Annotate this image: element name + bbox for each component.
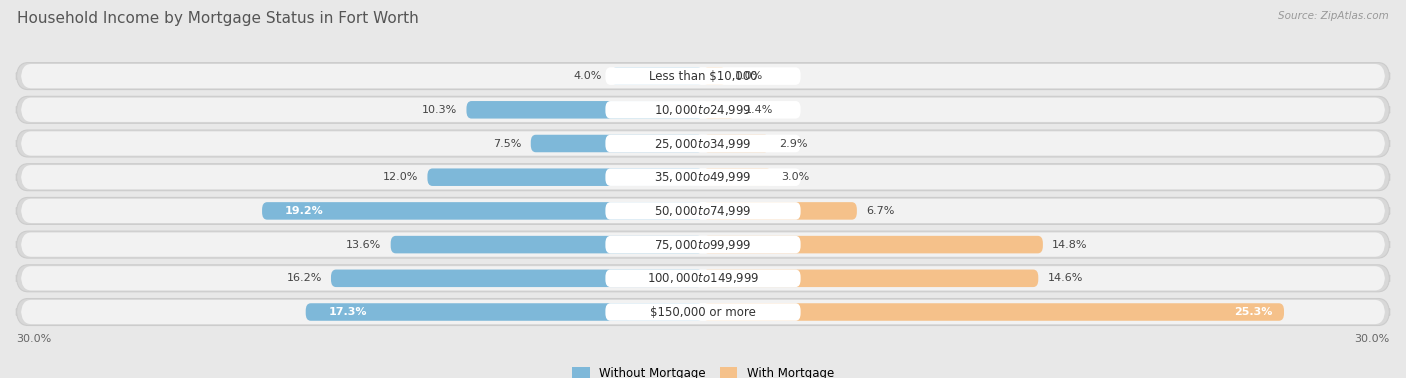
Text: $75,000 to $99,999: $75,000 to $99,999: [654, 238, 752, 252]
FancyBboxPatch shape: [21, 98, 1385, 122]
FancyBboxPatch shape: [703, 67, 725, 85]
FancyBboxPatch shape: [606, 303, 800, 321]
Text: 1.0%: 1.0%: [735, 71, 763, 81]
FancyBboxPatch shape: [703, 303, 1284, 321]
Text: 14.8%: 14.8%: [1052, 240, 1088, 249]
FancyBboxPatch shape: [703, 135, 769, 152]
Legend: Without Mortgage, With Mortgage: Without Mortgage, With Mortgage: [567, 362, 839, 378]
Text: Less than $10,000: Less than $10,000: [648, 70, 758, 83]
FancyBboxPatch shape: [17, 164, 1389, 191]
FancyBboxPatch shape: [427, 169, 703, 186]
FancyBboxPatch shape: [606, 202, 800, 220]
Text: 6.7%: 6.7%: [866, 206, 894, 216]
FancyBboxPatch shape: [606, 135, 800, 152]
Text: 10.3%: 10.3%: [422, 105, 457, 115]
FancyBboxPatch shape: [703, 169, 772, 186]
FancyBboxPatch shape: [21, 300, 1385, 324]
FancyBboxPatch shape: [703, 202, 856, 220]
Text: 14.6%: 14.6%: [1047, 273, 1083, 283]
FancyBboxPatch shape: [391, 236, 703, 253]
Text: 19.2%: 19.2%: [285, 206, 323, 216]
Text: 3.0%: 3.0%: [782, 172, 810, 182]
FancyBboxPatch shape: [703, 101, 735, 119]
FancyBboxPatch shape: [531, 135, 703, 152]
Text: Source: ZipAtlas.com: Source: ZipAtlas.com: [1278, 11, 1389, 21]
Text: 7.5%: 7.5%: [494, 138, 522, 149]
FancyBboxPatch shape: [703, 236, 1043, 253]
FancyBboxPatch shape: [606, 236, 800, 253]
FancyBboxPatch shape: [612, 67, 703, 85]
FancyBboxPatch shape: [21, 266, 1385, 290]
FancyBboxPatch shape: [21, 165, 1385, 189]
Text: 2.9%: 2.9%: [779, 138, 807, 149]
FancyBboxPatch shape: [17, 130, 1389, 157]
FancyBboxPatch shape: [21, 132, 1385, 156]
FancyBboxPatch shape: [606, 169, 800, 186]
FancyBboxPatch shape: [21, 199, 1385, 223]
FancyBboxPatch shape: [606, 67, 800, 85]
Text: $25,000 to $34,999: $25,000 to $34,999: [654, 136, 752, 150]
Text: $50,000 to $74,999: $50,000 to $74,999: [654, 204, 752, 218]
Text: 30.0%: 30.0%: [1354, 334, 1389, 344]
FancyBboxPatch shape: [703, 270, 1038, 287]
FancyBboxPatch shape: [17, 231, 1389, 258]
FancyBboxPatch shape: [606, 270, 800, 287]
Text: Household Income by Mortgage Status in Fort Worth: Household Income by Mortgage Status in F…: [17, 11, 419, 26]
FancyBboxPatch shape: [606, 101, 800, 119]
FancyBboxPatch shape: [17, 63, 1389, 90]
Text: $150,000 or more: $150,000 or more: [650, 305, 756, 319]
FancyBboxPatch shape: [21, 64, 1385, 88]
Text: 17.3%: 17.3%: [329, 307, 367, 317]
Text: 25.3%: 25.3%: [1234, 307, 1272, 317]
FancyBboxPatch shape: [330, 270, 703, 287]
FancyBboxPatch shape: [305, 303, 703, 321]
FancyBboxPatch shape: [467, 101, 703, 119]
Text: 13.6%: 13.6%: [346, 240, 381, 249]
FancyBboxPatch shape: [17, 265, 1389, 292]
Text: $100,000 to $149,999: $100,000 to $149,999: [647, 271, 759, 285]
Text: 30.0%: 30.0%: [17, 334, 52, 344]
FancyBboxPatch shape: [21, 232, 1385, 257]
Text: 1.4%: 1.4%: [744, 105, 773, 115]
Text: $35,000 to $49,999: $35,000 to $49,999: [654, 170, 752, 184]
Text: $10,000 to $24,999: $10,000 to $24,999: [654, 103, 752, 117]
FancyBboxPatch shape: [17, 299, 1389, 325]
Text: 4.0%: 4.0%: [574, 71, 602, 81]
FancyBboxPatch shape: [17, 96, 1389, 123]
FancyBboxPatch shape: [17, 197, 1389, 225]
Text: 12.0%: 12.0%: [382, 172, 418, 182]
Text: 16.2%: 16.2%: [287, 273, 322, 283]
FancyBboxPatch shape: [262, 202, 703, 220]
